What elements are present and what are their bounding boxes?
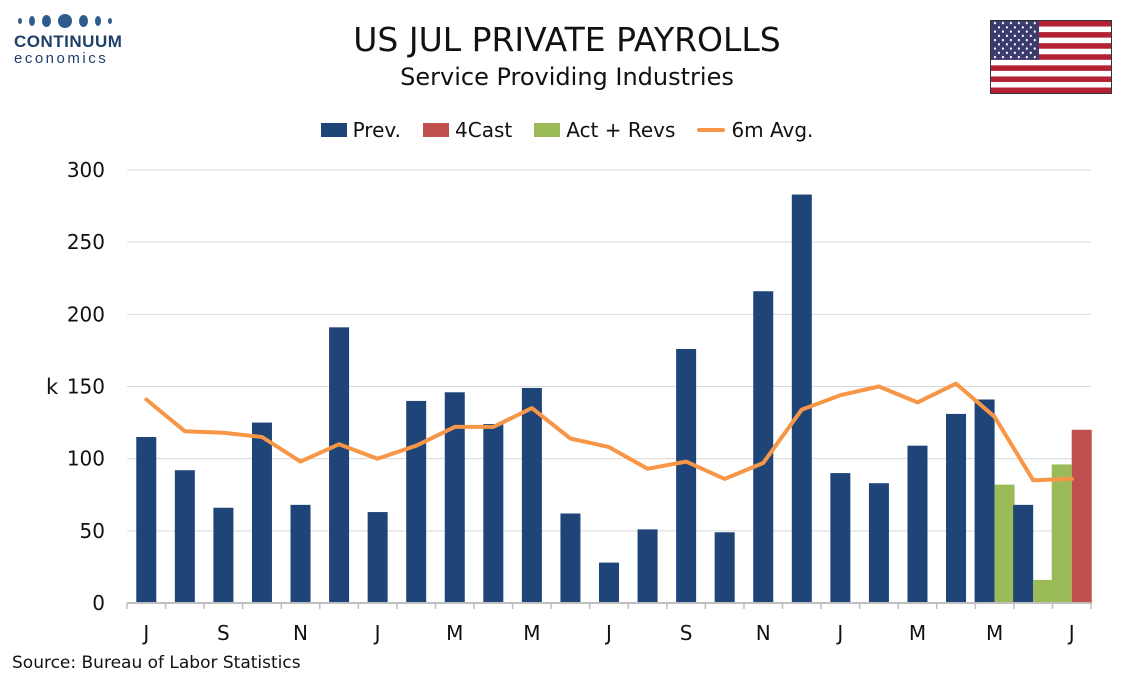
legend-swatch-forecast [423,123,450,137]
bar-prev [868,483,889,603]
y-tick-label: 300 [67,158,105,182]
bar-actual [994,484,1015,603]
y-tick-label: 50 [80,519,105,543]
legend-item-prev: Prev. [320,118,402,142]
logo-dots [18,14,134,28]
y-tick-label: 200 [67,302,105,326]
bar-prev [753,291,774,603]
legend-label-forecast: 4Cast [455,118,513,142]
bar-prev [637,529,658,603]
bar-prev [521,387,542,603]
x-tick-label: J [835,621,843,645]
x-tick-label: N [756,621,771,645]
bar-forecast [1071,429,1092,603]
y-tick-label: 0 [92,591,105,615]
logo-sub: economics [14,50,109,67]
bar-prev [213,507,234,603]
source-note: Source: Bureau of Labor Statistics [12,653,301,673]
bar-prev [714,532,735,603]
x-tick-label: J [141,621,149,645]
chart-subtitle: Service Providing Industries [400,63,734,91]
y-tick-label: 100 [67,447,105,471]
y-tick-label: 150 [67,375,105,399]
x-tick-label: M [986,621,1003,645]
bar-prev [483,424,504,603]
x-tick-label: M [446,621,463,645]
bar-prev [676,348,697,603]
bar-prev [791,194,812,603]
bar-prev [329,327,350,603]
x-tick-label: J [1067,621,1075,645]
legend-label-prev: Prev. [352,118,402,142]
bar-prev [367,512,388,603]
bar-prev [946,413,967,603]
legend-label-actual: Act + Revs [566,118,676,142]
y-axis-label: k [46,375,59,399]
bar-prev [290,504,311,603]
logo-name: CONTINUUM [14,32,123,51]
bar-actual [1033,579,1054,603]
bar-prev [136,437,157,603]
legend-swatch-prev [320,123,347,137]
bar-prev [560,513,581,603]
x-tick-label: N [293,621,308,645]
us-flag-icon [990,20,1112,94]
bar-prev [251,422,272,603]
line-6m-avg [144,381,1074,483]
x-tick-label: J [373,621,381,645]
bar-prev [406,400,427,603]
x-tick-label: M [909,621,926,645]
bar-prev [444,392,465,603]
x-tick-label: M [523,621,540,645]
bar-prev [1013,504,1034,603]
legend-swatch-avg [697,128,726,132]
legend-swatch-actual [534,123,561,137]
bar-prev [599,562,619,603]
x-tick-label: S [217,621,230,645]
bar-prev [830,473,851,603]
x-tick-label: J [604,621,612,645]
legend-item-actual: Act + Revs [534,118,675,142]
bar-prev [174,470,195,603]
chart-title: US JUL PRIVATE PAYROLLS [353,20,781,59]
y-tick-label: 250 [67,230,105,254]
legend: Prev. 4Cast Act + Revs 6m Avg. [0,118,1134,142]
bar-prev [974,399,995,603]
bar-prev [907,445,928,603]
legend-item-avg: 6m Avg. [697,118,813,142]
logo: CONTINUUM economics [14,14,134,74]
x-tick-label: S [680,621,693,645]
legend-label-avg: 6m Avg. [731,118,814,142]
bar-actual [1051,464,1072,603]
legend-item-forecast: 4Cast [423,118,512,142]
